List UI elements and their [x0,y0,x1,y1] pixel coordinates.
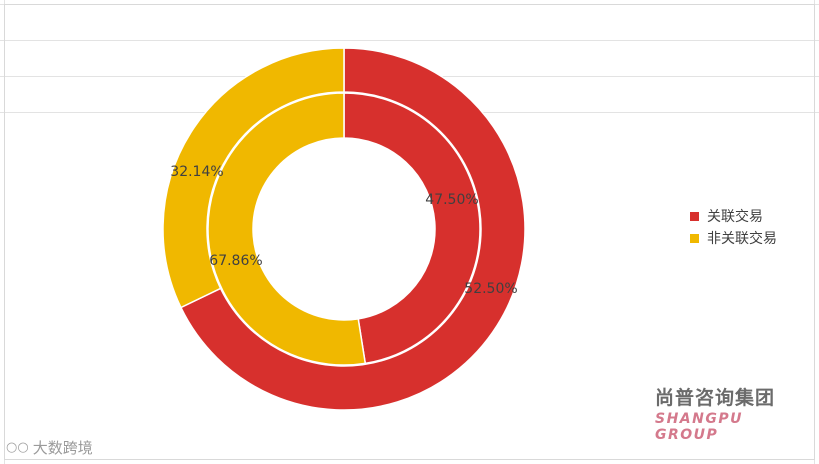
legend-label-non-related: 非关联交易 [707,231,777,247]
brand-logo: 尚普咨询集团 SHANGPU GROUP [655,383,795,443]
data-label-inner-0: 47.50% [425,192,478,208]
camera-icon: ○○ [6,440,29,455]
data-label-overlap: 67.86% [209,253,262,269]
inner-ring-slice-non-related[interactable] [207,92,367,366]
legend-item-related[interactable]: 关联交易 [690,205,777,227]
data-label-outer-1: 32.14% [170,164,223,180]
legend-swatch-non-related [690,233,699,243]
legend-item-non-related[interactable]: 非关联交易 [690,227,777,249]
watermark-text: 大数跨境 [32,439,93,457]
outer-ring-slice-non-related[interactable] [162,47,345,309]
watermark: ○○ 大数跨境 [6,437,93,458]
outer-ring-slice-related[interactable] [179,47,526,411]
legend-label-related: 关联交易 [707,209,763,225]
data-labels: 32.14% 47.50% 52.50% 67.86% [170,164,517,297]
legend: 关联交易 非关联交易 [690,205,777,249]
brand-name-en: SHANGPU GROUP [655,411,743,443]
chart-border [4,4,815,460]
data-label-inner-1: 52.50% [464,281,517,297]
inner-ring-slice-related[interactable] [343,92,481,365]
doughnut-chart [162,47,526,411]
legend-swatch-related [690,211,699,221]
brand-name-cn: 尚普咨询集团 [655,387,776,409]
